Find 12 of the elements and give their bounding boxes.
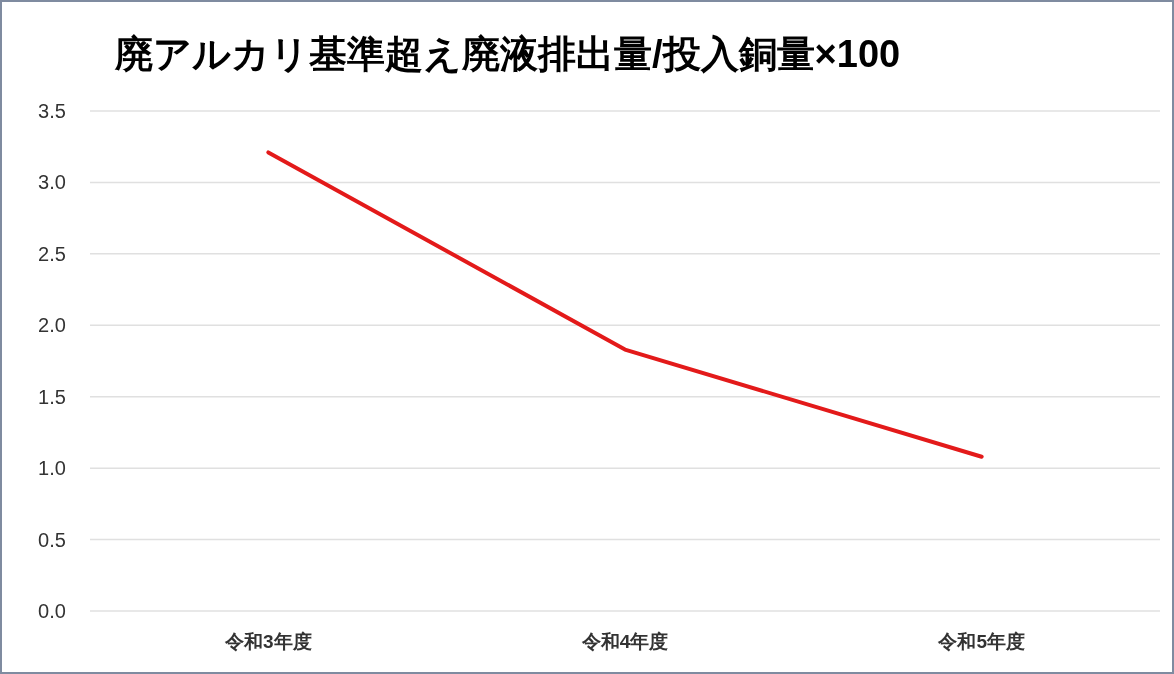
y-tick-label: 0.5 xyxy=(38,528,66,551)
x-tick-label: 令和3年度 xyxy=(224,631,312,652)
y-tick-label: 3.0 xyxy=(38,171,66,194)
chart-title: 廃アルカリ基準超え廃液排出量/投入銅量×100 xyxy=(114,33,901,75)
x-tick-label: 令和4年度 xyxy=(580,631,669,652)
y-tick-label: 1.5 xyxy=(38,385,66,408)
y-tick-label: 3.5 xyxy=(38,100,66,122)
y-tick-label: 0.0 xyxy=(38,600,66,622)
y-tick-label: 2.5 xyxy=(38,242,66,265)
x-tick-label: 令和5年度 xyxy=(937,631,1025,652)
y-tick-label: 2.0 xyxy=(38,314,66,337)
y-tick-label: 1.0 xyxy=(38,457,66,480)
